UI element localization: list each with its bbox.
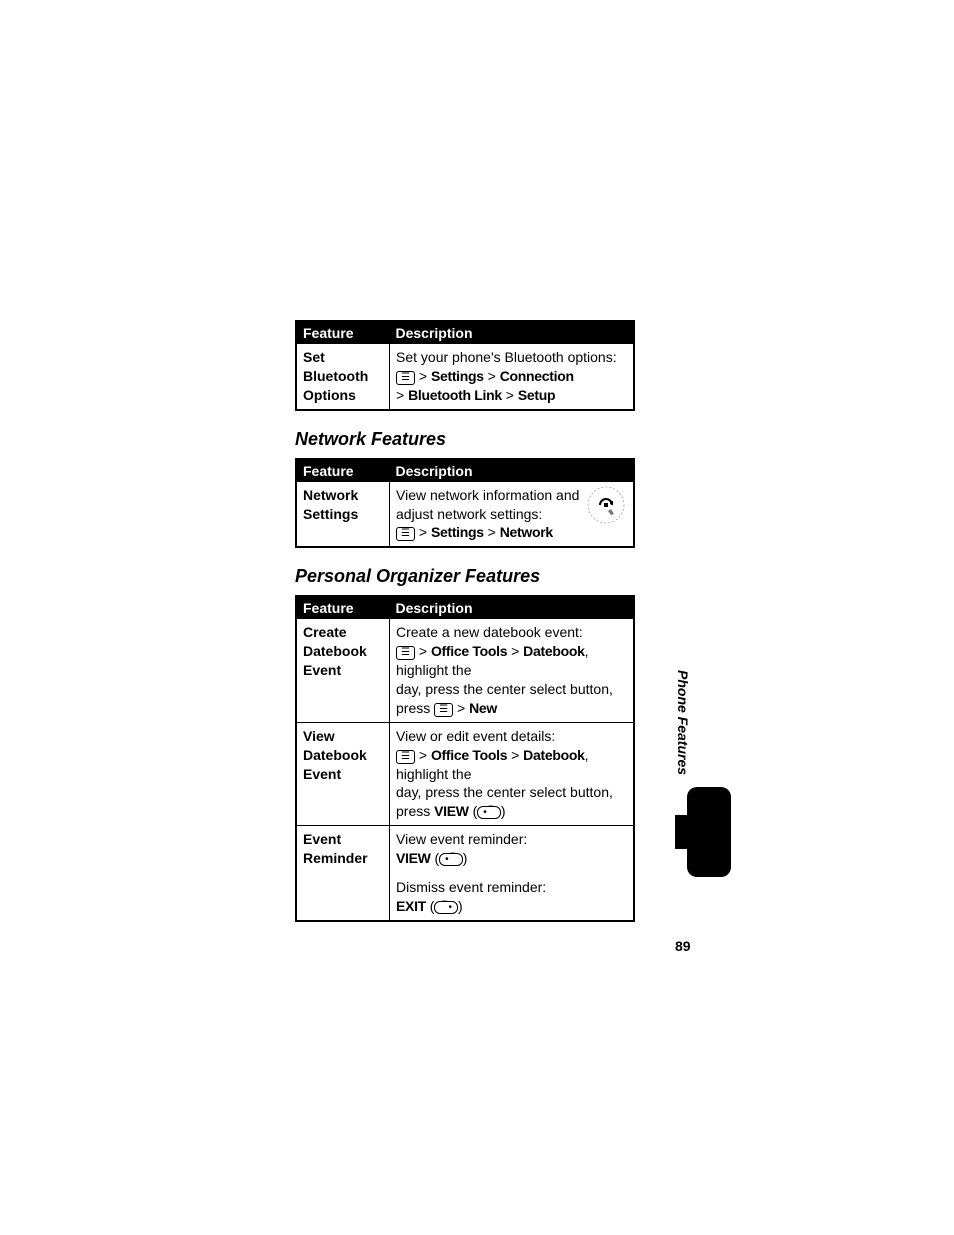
desc-text: adjust network settings: — [396, 506, 542, 522]
description-cell: Create a new datebook event: ☰ > Office … — [390, 619, 635, 722]
nav-item: Settings — [431, 524, 484, 540]
feature-line: View — [303, 728, 335, 744]
table-row: Create Datebook Event Create a new dateb… — [296, 619, 634, 722]
exit-label: EXIT — [396, 898, 426, 914]
side-tab-label: Phone Features — [675, 670, 691, 775]
feature-cell: Network Settings — [296, 482, 390, 548]
description-cell: View or edit event details: ☰ > Office T… — [390, 722, 635, 825]
phone-features-tab-icon — [675, 787, 731, 877]
desc-text: Create a new datebook event: — [396, 624, 583, 640]
menu-key-icon: ☰ — [396, 527, 415, 541]
gt: > — [457, 700, 465, 716]
col-description: Description — [390, 459, 635, 482]
desc-text: day, press the center select button, — [396, 681, 613, 697]
feature-line: Datebook — [303, 643, 367, 659]
feature-line: Settings — [303, 506, 358, 522]
nav-item: New — [469, 700, 497, 716]
desc-text: press — [396, 803, 434, 819]
table-row: Event Reminder View event reminder: VIEW… — [296, 826, 634, 921]
menu-key-icon: ☰ — [434, 703, 453, 717]
bluetooth-options-table: Feature Description Set Bluetooth Option… — [295, 320, 635, 411]
view-label: VIEW — [396, 850, 431, 866]
nav-item: Settings — [431, 368, 484, 384]
feature-line: Bluetooth — [303, 368, 368, 384]
nav-item: Bluetooth Link — [408, 387, 502, 403]
page-number: 89 — [675, 938, 691, 954]
desc-text: View event reminder: — [396, 831, 527, 847]
description-cell: View network information and adjust netw… — [390, 482, 635, 548]
menu-key-icon: ☰ — [396, 371, 415, 385]
description-cell: View event reminder: VIEW (•⁀) Dismiss e… — [390, 826, 635, 921]
desc-text: Dismiss event reminder: — [396, 879, 546, 895]
col-description: Description — [390, 321, 635, 344]
col-feature: Feature — [296, 596, 390, 619]
feature-line: Datebook — [303, 747, 367, 763]
left-soft-key-icon: ⁀• — [434, 901, 458, 914]
gt: > — [488, 524, 496, 540]
menu-key-icon: ☰ — [396, 750, 415, 764]
feature-cell: Event Reminder — [296, 826, 390, 921]
feature-line: Reminder — [303, 850, 368, 866]
organizer-features-table: Feature Description Create Datebook Even… — [295, 595, 635, 921]
feature-line: Event — [303, 662, 341, 678]
gt: > — [419, 524, 427, 540]
nav-item: Connection — [500, 368, 574, 384]
nav-item: Office Tools — [431, 747, 507, 763]
gt: > — [488, 368, 496, 384]
network-subscription-icon — [587, 486, 625, 524]
gt: > — [511, 643, 519, 659]
feature-line: Set — [303, 349, 325, 365]
table-header-row: Feature Description — [296, 321, 634, 344]
gt: > — [396, 387, 404, 403]
description-cell: Set your phone's Bluetooth options: ☰ > … — [390, 344, 635, 410]
feature-cell: Create Datebook Event — [296, 619, 390, 722]
desc-text: View network information and — [396, 487, 579, 503]
gt: > — [419, 368, 427, 384]
section-heading-organizer: Personal Organizer Features — [295, 566, 635, 587]
menu-key-icon: ☰ — [396, 646, 415, 660]
table-header-row: Feature Description — [296, 596, 634, 619]
network-features-table: Feature Description Network Settings Vie… — [295, 458, 635, 549]
col-feature: Feature — [296, 459, 390, 482]
feature-line: Options — [303, 387, 356, 403]
nav-item: Office Tools — [431, 643, 507, 659]
gt: > — [419, 747, 427, 763]
nav-item: Setup — [518, 387, 555, 403]
section-heading-network: Network Features — [295, 429, 635, 450]
feature-cell: View Datebook Event — [296, 722, 390, 825]
table-row: View Datebook Event View or edit event d… — [296, 722, 634, 825]
feature-line: Event — [303, 831, 341, 847]
table-header-row: Feature Description — [296, 459, 634, 482]
desc-text: Set your phone's Bluetooth options: — [396, 349, 617, 365]
page-content: Feature Description Set Bluetooth Option… — [295, 320, 635, 940]
nav-item: Datebook — [523, 747, 584, 763]
nav-item: Datebook — [523, 643, 584, 659]
desc-text: day, press the center select button, — [396, 784, 613, 800]
table-row: Network Settings View network informatio… — [296, 482, 634, 548]
right-soft-key-icon: •⁀ — [439, 853, 463, 866]
view-label: VIEW — [434, 803, 469, 819]
gt: > — [511, 747, 519, 763]
right-soft-key-icon: •⁀ — [477, 806, 501, 819]
nav-item: Network — [500, 524, 553, 540]
col-description: Description — [390, 596, 635, 619]
gt: > — [419, 643, 427, 659]
feature-cell: Set Bluetooth Options — [296, 344, 390, 410]
feature-line: Create — [303, 624, 347, 640]
feature-line: Event — [303, 766, 341, 782]
desc-text: View or edit event details: — [396, 728, 555, 744]
table-row: Set Bluetooth Options Set your phone's B… — [296, 344, 634, 410]
col-feature: Feature — [296, 321, 390, 344]
side-tab: Phone Features — [675, 670, 735, 882]
gt: > — [506, 387, 514, 403]
feature-line: Network — [303, 487, 358, 503]
desc-text: press — [396, 700, 434, 716]
